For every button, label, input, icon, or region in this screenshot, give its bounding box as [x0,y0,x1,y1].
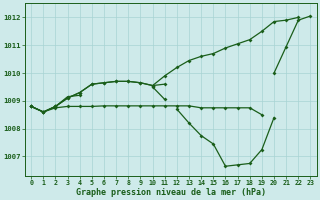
X-axis label: Graphe pression niveau de la mer (hPa): Graphe pression niveau de la mer (hPa) [76,188,266,197]
